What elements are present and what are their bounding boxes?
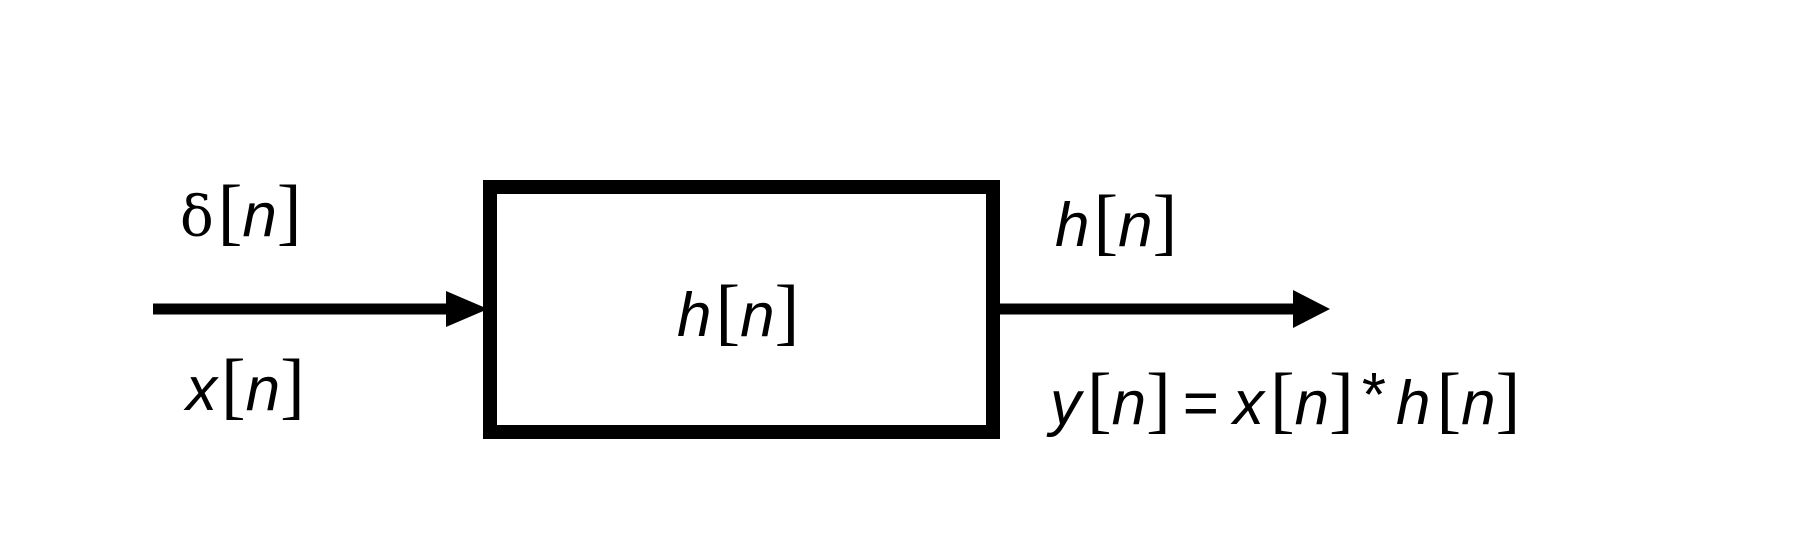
convolution-label: y[n] = x[n] * h[n] [1046,359,1520,441]
impulse-response-func: h [1055,191,1089,260]
output-func: y [1046,369,1085,438]
conv-x-arg: n [1295,369,1329,438]
system-label: h[n] [677,271,799,353]
impulse-response-label: h[n] [1055,181,1177,263]
impulse-response-arg: n [1118,191,1152,260]
convolution-operator: * [1362,361,1386,430]
impulse-arg: n [242,181,276,250]
signal-input-label: x[n] [183,345,305,427]
system-arg: n [740,281,774,350]
system-block [483,180,1000,439]
input-arrow [153,291,488,327]
signal-func: x [183,355,219,424]
impulse-input-label: δ[n] [180,171,302,253]
system-func: h [677,281,711,350]
conv-h-arg: n [1461,369,1495,438]
output-arrow [997,290,1330,328]
conv-x-func: x [1230,369,1266,438]
output-arg: n [1112,369,1146,438]
equals-sign: = [1183,369,1219,438]
impulse-func: δ [180,185,214,250]
conv-h-func: h [1396,369,1430,438]
signal-arg: n [246,355,280,424]
